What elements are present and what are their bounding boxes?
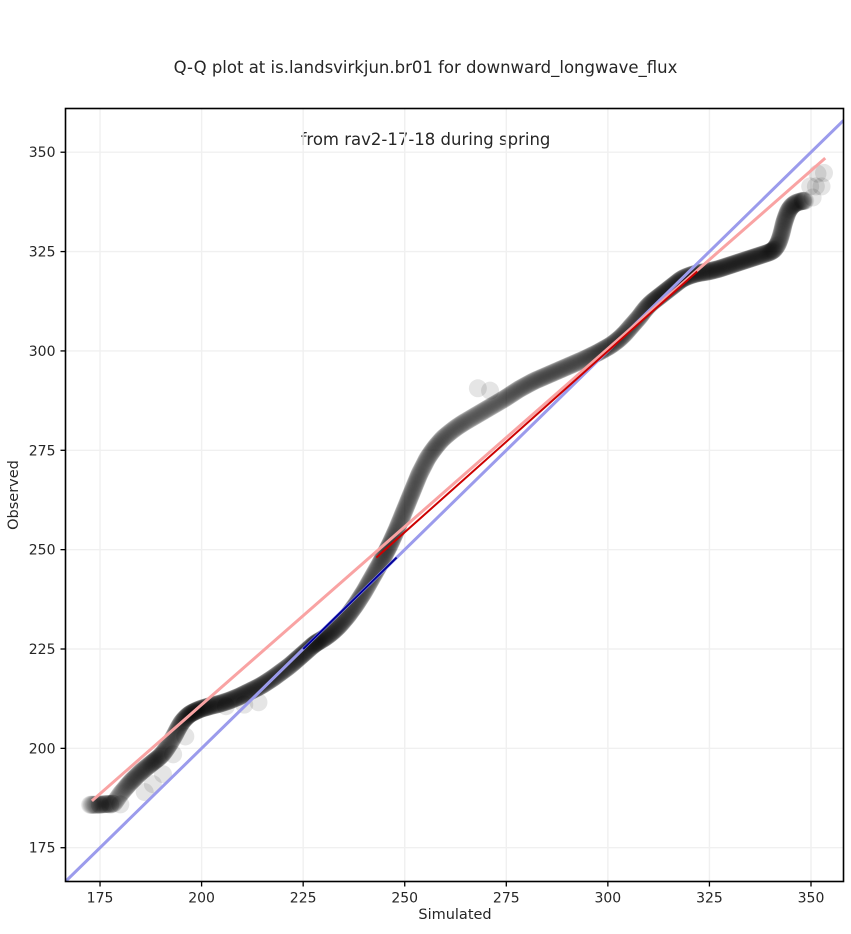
regression-line — [90, 157, 827, 802]
chart-title: Q-Q plot at is.landsvirkjun.br01 for dow… — [0, 8, 851, 200]
y-tick-label: 200 — [29, 741, 56, 757]
y-tick-label: 350 — [29, 145, 56, 161]
y-tick-label: 275 — [29, 443, 56, 459]
grid-lines — [65, 108, 844, 882]
x-tick-label: 275 — [493, 891, 520, 907]
x-tick-label: 300 — [594, 891, 621, 907]
chart-title-line-2: from rav2-17-18 during spring — [300, 130, 551, 149]
axes-frame — [64, 107, 845, 883]
x-axis-title: Simulated — [418, 907, 491, 923]
reference-lines — [65, 119, 844, 882]
y-tick-label: 300 — [29, 344, 56, 360]
chart-title-line-1: Q-Q plot at is.landsvirkjun.br01 for dow… — [173, 58, 678, 77]
inner-blue-highlight — [302, 556, 398, 650]
scatter-points — [80, 163, 833, 814]
y-tick-label: 175 — [29, 841, 56, 857]
y-tick-label: 225 — [29, 642, 56, 658]
x-tick-label: 175 — [87, 891, 114, 907]
one-to-one-line — [65, 119, 844, 882]
x-tick-label: 225 — [290, 891, 317, 907]
inner-fit-highlight — [375, 270, 698, 559]
axis-ticks — [60, 151, 812, 887]
y-axis-title: Observed — [6, 460, 22, 530]
axis-tick-labels: 175 200 225 250 275 300 325 350 175 200 225 250 275 3… — [29, 145, 825, 906]
y-tick-label: 250 — [29, 543, 56, 559]
x-tick-label: 325 — [696, 891, 723, 907]
x-tick-label: 200 — [188, 891, 215, 907]
y-tick-label: 325 — [29, 245, 56, 261]
x-tick-label: 250 — [391, 891, 418, 907]
x-tick-label: 350 — [798, 891, 825, 907]
